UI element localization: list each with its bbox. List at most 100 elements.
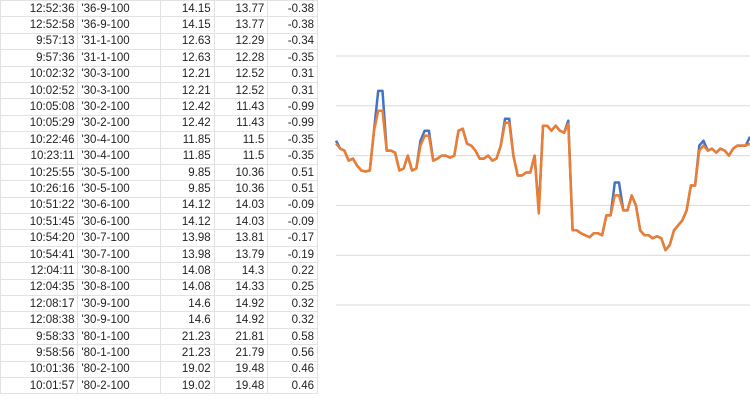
time-cell[interactable]: 10:05:29 [0,114,79,133]
diff-cell[interactable]: -0.38 [267,0,318,18]
diff-cell[interactable]: 0.56 [267,344,318,362]
diff-cell[interactable]: 0.25 [267,278,318,297]
time-cell[interactable]: 10:26:16 [0,180,79,198]
code-cell[interactable]: '30-9-100 [77,311,162,329]
code-cell[interactable]: '30-7-100 [77,245,162,264]
value-cell[interactable]: 11.85 [160,131,215,149]
value-cell[interactable]: 11.43 [213,114,269,133]
value-cell[interactable]: 12.52 [213,65,269,83]
value-cell[interactable]: 19.48 [213,376,269,395]
value-cell[interactable]: 14.6 [160,295,215,313]
time-cell[interactable]: 10:51:45 [0,213,79,231]
value-cell[interactable]: 14.12 [160,213,215,231]
time-cell[interactable]: 10:54:20 [0,229,79,247]
code-cell[interactable]: '31-1-100 [77,49,162,67]
time-cell[interactable]: 10:02:32 [0,65,79,83]
diff-cell[interactable]: -0.35 [267,131,318,149]
value-cell[interactable]: 13.77 [213,16,269,34]
value-cell[interactable]: 13.98 [160,229,215,247]
code-cell[interactable]: '30-7-100 [77,229,162,247]
value-cell[interactable]: 14.08 [160,278,215,297]
value-cell[interactable]: 19.02 [160,376,215,395]
value-cell[interactable]: 14.92 [213,295,269,313]
diff-cell[interactable]: 0.31 [267,81,318,100]
diff-cell[interactable]: 0.58 [267,327,318,346]
diff-cell[interactable]: -0.34 [267,32,318,51]
value-cell[interactable]: 14.03 [213,213,269,231]
value-cell[interactable]: 11.5 [213,131,269,149]
value-cell[interactable]: 14.6 [160,311,215,329]
code-cell[interactable]: '80-1-100 [77,327,162,346]
value-cell[interactable]: 12.52 [213,81,269,100]
diff-cell[interactable]: -0.09 [267,213,318,231]
code-cell[interactable]: '30-6-100 [77,213,162,231]
value-cell[interactable]: 9.85 [160,180,215,198]
code-cell[interactable]: '30-3-100 [77,81,162,100]
code-cell[interactable]: '30-6-100 [77,196,162,215]
value-cell[interactable]: 12.42 [160,114,215,133]
diff-cell[interactable]: 0.32 [267,295,318,313]
code-cell[interactable]: '30-5-100 [77,180,162,198]
value-cell[interactable]: 12.28 [213,49,269,67]
code-cell[interactable]: '80-2-100 [77,360,162,378]
value-cell[interactable]: 12.21 [160,81,215,100]
value-cell[interactable]: 13.81 [213,229,269,247]
value-cell[interactable]: 10.36 [213,163,269,182]
value-cell[interactable]: 9.85 [160,163,215,182]
diff-cell[interactable]: 0.46 [267,360,318,378]
value-cell[interactable]: 21.81 [213,327,269,346]
diff-cell[interactable]: 0.22 [267,262,318,280]
time-cell[interactable]: 10:51:22 [0,196,79,215]
code-cell[interactable]: '30-8-100 [77,278,162,297]
value-cell[interactable]: 13.98 [160,245,215,264]
diff-cell[interactable]: -0.19 [267,245,318,264]
code-cell[interactable]: '30-8-100 [77,262,162,280]
time-cell[interactable]: 10:05:08 [0,98,79,116]
value-cell[interactable]: 14.33 [213,278,269,297]
time-cell[interactable]: 12:08:17 [0,295,79,313]
diff-cell[interactable]: -0.17 [267,229,318,247]
value-cell[interactable]: 13.79 [213,245,269,264]
time-cell[interactable]: 9:58:56 [0,344,79,362]
time-cell[interactable]: 9:58:33 [0,327,79,346]
diff-cell[interactable]: -0.09 [267,196,318,215]
diff-cell[interactable]: -0.99 [267,114,318,133]
code-cell[interactable]: '30-5-100 [77,163,162,182]
time-cell[interactable]: 12:08:38 [0,311,79,329]
value-cell[interactable]: 11.43 [213,98,269,116]
time-cell[interactable]: 10:01:57 [0,376,79,395]
value-cell[interactable]: 12.21 [160,65,215,83]
diff-cell[interactable]: -0.35 [267,49,318,67]
code-cell[interactable]: '30-4-100 [77,147,162,165]
value-cell[interactable]: 14.15 [160,16,215,34]
value-cell[interactable]: 21.23 [160,344,215,362]
time-cell[interactable]: 9:57:13 [0,32,79,51]
code-cell[interactable]: '30-3-100 [77,65,162,83]
value-cell[interactable]: 14.12 [160,196,215,215]
diff-cell[interactable]: -0.99 [267,98,318,116]
code-cell[interactable]: '30-4-100 [77,131,162,149]
diff-cell[interactable]: 0.51 [267,163,318,182]
value-cell[interactable]: 19.02 [160,360,215,378]
value-cell[interactable]: 11.5 [213,147,269,165]
diff-cell[interactable]: 0.31 [267,65,318,83]
code-cell[interactable]: '30-2-100 [77,114,162,133]
value-cell[interactable]: 14.15 [160,0,215,18]
time-cell[interactable]: 10:02:52 [0,81,79,100]
value-cell[interactable]: 12.42 [160,98,215,116]
diff-cell[interactable]: 0.46 [267,376,318,395]
value-cell[interactable]: 14.08 [160,262,215,280]
value-cell[interactable]: 21.23 [160,327,215,346]
value-cell[interactable]: 13.77 [213,0,269,18]
value-cell[interactable]: 10.36 [213,180,269,198]
diff-cell[interactable]: 0.32 [267,311,318,329]
value-cell[interactable]: 14.3 [213,262,269,280]
code-cell[interactable]: '30-9-100 [77,295,162,313]
time-cell[interactable]: 10:23:11 [0,147,79,165]
code-cell[interactable]: '36-9-100 [77,16,162,34]
time-cell[interactable]: 10:54:41 [0,245,79,264]
code-cell[interactable]: '80-2-100 [77,376,162,395]
time-cell[interactable]: 10:25:55 [0,163,79,182]
code-cell[interactable]: '31-1-100 [77,32,162,51]
value-cell[interactable]: 11.85 [160,147,215,165]
